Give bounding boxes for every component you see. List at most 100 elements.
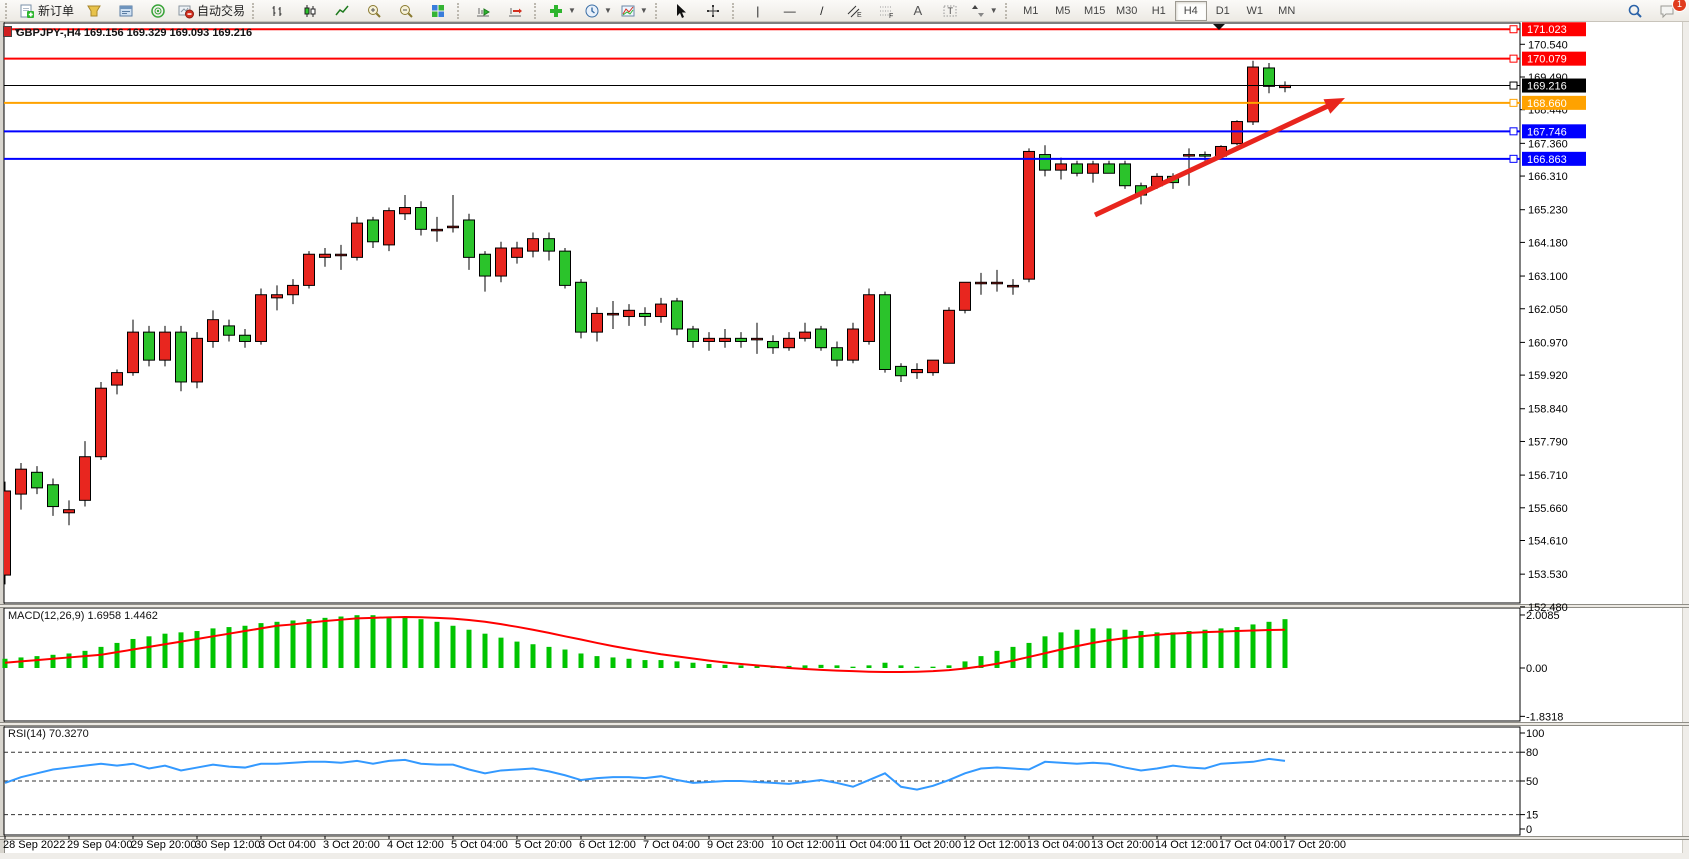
notifications-button[interactable]: 1 [1651,0,1687,22]
timeframe-m1-button[interactable]: M1 [1023,4,1039,17]
candle[interactable] [335,244,347,270]
candle[interactable] [303,251,315,289]
candle[interactable] [63,500,75,526]
candle[interactable] [847,322,859,364]
candle-chart-button[interactable] [294,0,326,22]
candle[interactable] [1007,279,1019,295]
templates-button[interactable]: ▼ [616,0,652,22]
trendline-button[interactable]: / [806,0,838,22]
vertical-line-button[interactable]: | [742,0,774,22]
candle[interactable] [799,322,811,342]
candle[interactable] [623,304,635,326]
timeframe-m30-button[interactable]: M30 [1116,4,1138,17]
main-chart-panel[interactable] [3,22,1521,604]
dropdown-arrow-icon[interactable]: ▼ [989,6,998,15]
candle[interactable] [1119,160,1131,189]
candle[interactable] [0,481,11,585]
candle[interactable] [927,359,939,376]
candle[interactable] [399,195,411,220]
candle[interactable] [655,297,667,323]
toolbar-drag-handle[interactable] [1004,2,1012,19]
candle[interactable] [911,363,923,379]
timeframe-d1-button[interactable]: D1 [1215,4,1230,17]
timeframe-w1-button[interactable]: W1 [1246,4,1263,17]
candle[interactable] [383,207,395,252]
candle[interactable] [783,332,795,351]
candle[interactable] [271,285,283,311]
candle[interactable] [527,232,539,258]
dropdown-arrow-icon[interactable]: ▼ [568,6,576,15]
candle[interactable] [1055,157,1067,180]
chart-canvas[interactable]: 170.540169.490168.440167.360166.310165.2… [0,22,1689,859]
signals-button[interactable] [142,0,174,22]
candle[interactable] [735,332,747,348]
candle[interactable] [1247,60,1259,125]
splitter-macd-rsi[interactable] [0,722,1689,726]
candle[interactable] [1183,148,1195,186]
zoom-out-button[interactable] [390,0,422,22]
toolbar-drag-handle[interactable] [731,2,739,19]
toolbar-drag-handle[interactable] [534,2,541,19]
candle[interactable] [1023,148,1035,283]
candle[interactable] [671,297,683,336]
line-anchor-handle[interactable] [1509,25,1518,34]
candle[interactable] [975,272,987,295]
line-anchor-handle[interactable] [1509,98,1518,107]
chart-shift-button[interactable] [499,0,531,22]
timeframe-h4-button[interactable]: H4 [1174,0,1207,21]
candle[interactable] [719,329,731,348]
text-button[interactable]: A [902,0,934,22]
candle[interactable] [255,288,267,345]
line-anchor-handle[interactable] [1509,54,1518,63]
timeframe-h1-button[interactable]: H1 [1151,4,1166,17]
toolbar-drag-handle[interactable] [252,2,259,19]
candle[interactable] [207,310,219,348]
candle[interactable] [431,216,443,242]
line-anchor-handle[interactable] [1509,81,1518,90]
candle[interactable] [703,332,715,351]
candle[interactable] [47,478,59,516]
candle[interactable] [1103,160,1115,174]
zoom-in-button[interactable] [358,0,390,22]
line-chart-button[interactable] [326,0,358,22]
candle[interactable] [495,241,507,283]
candle[interactable] [447,195,459,233]
candle[interactable] [111,369,123,395]
candle[interactable] [15,462,27,510]
candle[interactable] [1231,120,1243,146]
candle[interactable] [751,322,763,354]
timeframe-m5-button[interactable]: M5 [1055,4,1071,17]
candle[interactable] [1071,160,1083,177]
metaeditor-button[interactable] [78,0,110,22]
candle[interactable] [175,325,187,392]
line-anchor-handle[interactable] [1509,154,1518,163]
candle[interactable] [639,307,651,326]
candle[interactable] [767,335,779,354]
candle[interactable] [687,325,699,348]
candle[interactable] [351,216,363,261]
candle[interactable] [415,201,427,236]
candle[interactable] [879,291,891,373]
terminal-button[interactable] [110,0,142,22]
candle[interactable] [559,248,571,289]
search-button[interactable] [1619,0,1651,22]
toolbar-drag-handle[interactable] [654,2,662,19]
new-order-button[interactable]: 新订单 [15,0,78,22]
splitter-main-macd[interactable] [0,604,1689,608]
autotrading-button[interactable]: 自动交易 [174,0,249,22]
dropdown-arrow-icon[interactable]: ▼ [603,6,612,15]
candle[interactable] [815,325,827,351]
toolbar-drag-handle[interactable] [457,2,464,19]
candle[interactable] [591,307,603,342]
candle[interactable] [479,251,491,292]
candle[interactable] [575,279,587,339]
equidistant-channel-button[interactable]: E [838,0,870,22]
candle[interactable] [543,232,555,261]
fibo-grid-button[interactable]: F [870,0,902,22]
candle[interactable] [367,216,379,249]
candle[interactable] [831,341,843,367]
text-label-button[interactable]: T [934,0,966,22]
crosshair-button[interactable] [697,0,729,22]
cursor-button[interactable] [665,0,697,22]
bar-chart-button[interactable] [262,0,294,22]
